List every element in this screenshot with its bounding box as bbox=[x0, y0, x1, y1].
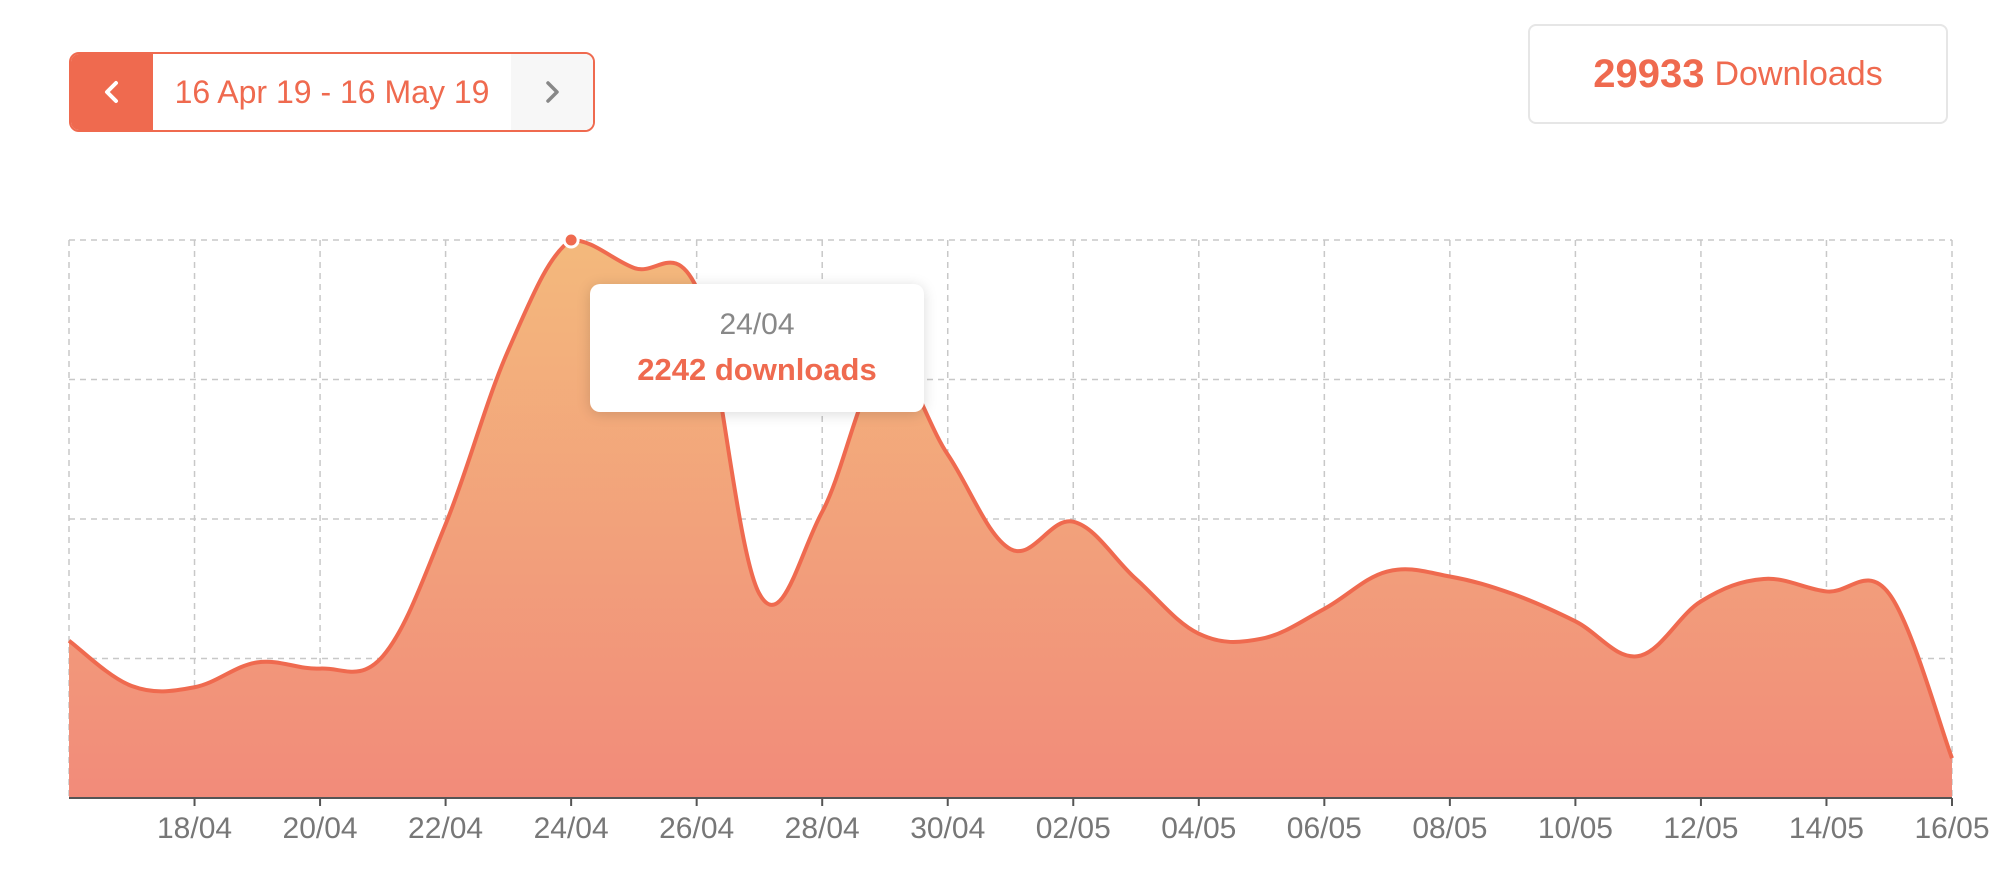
chevron-right-icon bbox=[546, 81, 559, 103]
data-point[interactable] bbox=[819, 509, 825, 515]
data-point[interactable] bbox=[1070, 519, 1076, 525]
data-point[interactable] bbox=[1510, 591, 1516, 597]
tooltip: 24/04 2242 downloads bbox=[590, 284, 924, 412]
area-fill bbox=[69, 240, 1952, 798]
data-point[interactable] bbox=[1635, 653, 1641, 659]
total-downloads-value: 29933 bbox=[1593, 51, 1705, 96]
x-tick-label: 08/05 bbox=[1412, 812, 1487, 845]
data-point[interactable] bbox=[1761, 576, 1767, 582]
next-range-button[interactable] bbox=[511, 54, 593, 130]
x-tick-label: 14/05 bbox=[1789, 812, 1864, 845]
data-point[interactable] bbox=[505, 347, 511, 353]
x-tick-label: 22/04 bbox=[408, 812, 483, 845]
x-tick-label: 10/05 bbox=[1538, 812, 1613, 845]
data-point[interactable] bbox=[945, 452, 951, 458]
x-tick-label: 06/05 bbox=[1287, 812, 1362, 845]
data-point[interactable] bbox=[1886, 591, 1892, 597]
x-axis-ticks: 18/04 20/04 22/04 24/04 26/04 28/04 30/04 02/05… bbox=[157, 798, 1990, 845]
data-point[interactable] bbox=[317, 666, 323, 672]
data-point[interactable] bbox=[756, 591, 762, 597]
x-tick-label: 24/04 bbox=[534, 812, 609, 845]
chevron-left-icon bbox=[105, 81, 118, 103]
x-tick-label: 02/05 bbox=[1036, 812, 1111, 845]
data-point[interactable] bbox=[1133, 576, 1139, 582]
data-point[interactable] bbox=[129, 683, 135, 689]
x-tick-label: 04/05 bbox=[1161, 812, 1236, 845]
date-range-picker: 16 Apr 19 - 16 May 19 bbox=[69, 52, 595, 132]
data-point[interactable] bbox=[1823, 588, 1829, 594]
data-point[interactable] bbox=[1949, 755, 1955, 761]
previous-range-button[interactable] bbox=[71, 54, 153, 130]
tooltip-date: 24/04 bbox=[719, 308, 795, 341]
data-point[interactable] bbox=[1447, 573, 1453, 579]
x-tick-label: 20/04 bbox=[283, 812, 358, 845]
data-point[interactable] bbox=[192, 684, 198, 690]
date-range-label: 16 Apr 19 - 16 May 19 bbox=[174, 73, 490, 110]
series-line bbox=[67, 237, 1954, 759]
data-point[interactable] bbox=[66, 638, 72, 644]
x-tick-label: 26/04 bbox=[659, 812, 734, 845]
data-point[interactable] bbox=[254, 659, 260, 665]
data-point[interactable] bbox=[1698, 598, 1704, 604]
data-point[interactable] bbox=[1384, 569, 1390, 575]
x-tick-label: 18/04 bbox=[157, 812, 232, 845]
data-point[interactable] bbox=[1259, 636, 1265, 642]
total-downloads-label: Downloads bbox=[1714, 54, 1883, 93]
x-tick-label: 28/04 bbox=[785, 812, 860, 845]
tooltip-value: 2242 downloads bbox=[637, 352, 877, 387]
x-tick-label: 16/05 bbox=[1914, 812, 1989, 845]
data-point[interactable] bbox=[443, 521, 449, 527]
data-point[interactable] bbox=[380, 653, 386, 659]
data-point[interactable] bbox=[1321, 606, 1327, 612]
data-point[interactable] bbox=[1008, 546, 1014, 552]
x-tick-label: 30/04 bbox=[910, 812, 985, 845]
x-tick-label: 12/05 bbox=[1663, 812, 1738, 845]
data-point[interactable] bbox=[1196, 631, 1202, 637]
data-point[interactable] bbox=[631, 265, 637, 271]
total-downloads-box: 29933 Downloads bbox=[1528, 24, 1948, 124]
highlight-point[interactable] bbox=[562, 231, 580, 249]
data-point[interactable] bbox=[1572, 618, 1578, 624]
